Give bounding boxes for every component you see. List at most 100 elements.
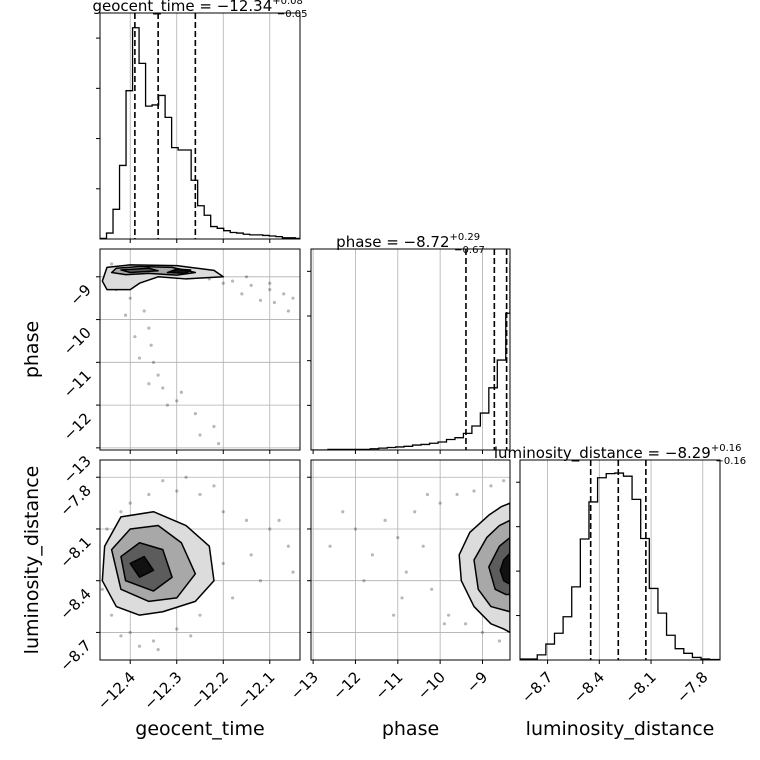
y-tick-label: −13 xyxy=(60,452,95,487)
x-tick-label: −10 xyxy=(414,668,449,703)
sample-point xyxy=(438,501,442,505)
sample-point xyxy=(383,518,387,522)
panel-frame xyxy=(519,459,721,661)
sample-point xyxy=(142,309,146,313)
sample-point xyxy=(123,313,128,317)
histogram-bar xyxy=(133,28,140,239)
sample-point xyxy=(268,288,272,292)
histogram-bar xyxy=(243,234,250,239)
sample-point xyxy=(480,630,485,635)
sample-point xyxy=(400,596,404,600)
histogram-luminosity_distance xyxy=(520,460,720,660)
sample-point xyxy=(221,510,225,514)
histogram-bar xyxy=(658,613,667,660)
contour-line xyxy=(120,542,173,592)
sample-point xyxy=(128,296,132,300)
histogram-bar xyxy=(139,63,146,239)
sample-point xyxy=(156,648,160,652)
panel-grid xyxy=(312,249,483,450)
sample-point xyxy=(404,570,408,574)
sample-point xyxy=(425,492,430,497)
sample-point xyxy=(165,403,170,407)
sample-point xyxy=(497,639,502,643)
histogram-bar xyxy=(430,443,438,450)
sample-point xyxy=(282,292,286,296)
sample-point xyxy=(447,613,451,617)
contour-line xyxy=(101,264,225,291)
histogram-bar xyxy=(580,539,589,660)
sample-point xyxy=(193,412,197,416)
histogram-step-line xyxy=(311,262,510,450)
x-axis-label: geocent_time xyxy=(135,718,264,740)
histogram-bar xyxy=(172,148,179,239)
sample-point xyxy=(198,613,202,617)
histogram-bar xyxy=(472,426,480,450)
sample-point xyxy=(221,561,225,566)
sample-point xyxy=(151,639,156,643)
sample-point xyxy=(472,489,476,493)
histogram-bar xyxy=(606,474,615,660)
y-tick-label: −9 xyxy=(66,281,94,309)
histogram-bar xyxy=(455,438,463,450)
sample-point xyxy=(455,492,459,497)
sample-point xyxy=(230,596,235,600)
histogram-bar xyxy=(159,95,166,239)
sample-point xyxy=(128,630,132,635)
histogram-bar xyxy=(641,538,650,660)
panel-frame xyxy=(99,459,301,661)
histogram-bar xyxy=(438,442,446,450)
sample-point xyxy=(179,390,183,394)
histogram-step-line xyxy=(520,472,720,660)
sample-point xyxy=(272,300,277,305)
x-tick-label: −8.7 xyxy=(518,668,556,706)
sample-point xyxy=(128,501,132,505)
histogram-bar xyxy=(563,617,572,660)
histogram-bar xyxy=(107,233,114,239)
histogram-bar xyxy=(446,440,454,450)
contour-line xyxy=(488,536,510,596)
sample-point xyxy=(249,283,253,287)
sample-point xyxy=(119,510,123,514)
sample-point xyxy=(291,296,295,300)
density-panel-geocent_time-phase xyxy=(101,262,295,446)
histogram-bar xyxy=(126,91,133,239)
histogram-bar xyxy=(480,413,488,450)
histogram-bar xyxy=(623,476,632,660)
sample-point xyxy=(463,622,468,626)
histogram-bar xyxy=(554,633,563,660)
histogram-bar xyxy=(198,206,205,239)
sample-point xyxy=(198,433,202,437)
sample-point xyxy=(328,544,332,548)
y-tick-label: −7.8 xyxy=(56,481,94,519)
histogram-bar xyxy=(217,228,224,239)
sample-point xyxy=(240,292,244,296)
y-tick-label: −8.4 xyxy=(56,585,94,623)
sample-point xyxy=(184,475,188,479)
histogram-bar xyxy=(675,649,684,660)
x-tick-label: −8.1 xyxy=(621,668,659,706)
sample-point xyxy=(370,553,374,557)
contour-line xyxy=(499,552,510,585)
histogram-bar xyxy=(537,655,546,660)
x-tick-label: −12.1 xyxy=(233,668,278,713)
y-axis-label: phase xyxy=(21,321,43,378)
y-tick-label: −8.7 xyxy=(56,637,94,675)
x-tick-label: −12.3 xyxy=(140,668,185,713)
panel-frame xyxy=(310,248,511,451)
y-tick-label: −12 xyxy=(60,409,95,444)
sample-point xyxy=(489,484,493,488)
panel-title: luminosity_distance = −8.29+0.16 −0.16 xyxy=(494,443,746,467)
sample-point xyxy=(119,634,123,638)
histogram-bar xyxy=(224,231,231,239)
sample-point xyxy=(502,479,506,483)
histogram-bar xyxy=(572,587,581,660)
sample-point xyxy=(230,279,235,283)
density-panel-phase-luminosity_distance xyxy=(328,479,510,643)
sample-point xyxy=(212,424,216,429)
sample-point xyxy=(147,492,151,497)
sample-point xyxy=(212,484,216,488)
histogram-bar xyxy=(237,233,244,239)
histogram-phase xyxy=(311,249,510,450)
x-tick-label: −8.4 xyxy=(570,668,608,706)
